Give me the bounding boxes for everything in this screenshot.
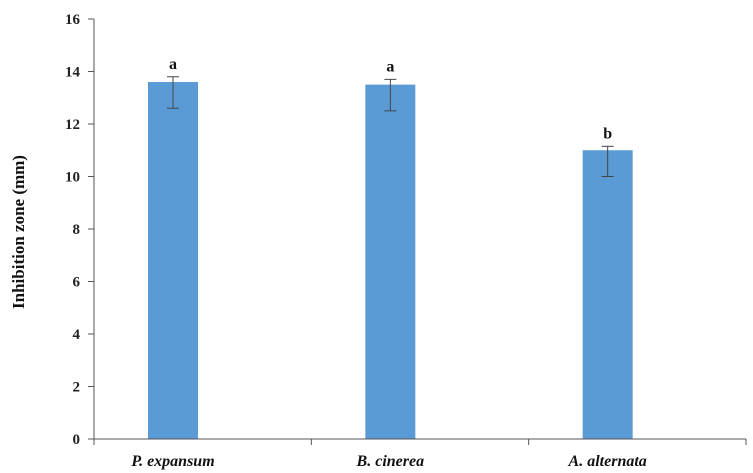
y-tick-label: 6 — [73, 275, 81, 291]
significance-label: a — [386, 58, 394, 75]
y-tick-label: 16 — [65, 12, 81, 28]
x-category-label: P. expansum — [130, 453, 214, 470]
bar — [582, 150, 633, 439]
y-axis: 0 2 4 6 8 10 12 14 16 — [65, 12, 94, 448]
y-tick-label: 10 — [65, 170, 80, 186]
bars — [148, 82, 633, 439]
bar — [365, 84, 416, 439]
y-tick-label: 4 — [73, 327, 81, 343]
bar — [148, 82, 198, 439]
x-axis: P. expansum B. cinerea A. alternata — [93, 439, 747, 470]
y-axis-label: Inhibition zone (mm) — [9, 155, 28, 309]
y-tick-label: 0 — [73, 432, 81, 448]
y-tick-label: 12 — [65, 117, 80, 133]
significance-label: b — [603, 125, 612, 142]
y-tick-label: 14 — [65, 65, 81, 81]
significance-labels: a a b — [169, 56, 612, 143]
y-tick-label: 8 — [73, 222, 81, 238]
x-category-label: A. alternata — [568, 453, 647, 470]
x-category-label: B. cinerea — [356, 453, 425, 470]
error-bars — [167, 76, 614, 177]
significance-label: a — [169, 56, 177, 73]
y-tick-label: 2 — [73, 380, 81, 396]
